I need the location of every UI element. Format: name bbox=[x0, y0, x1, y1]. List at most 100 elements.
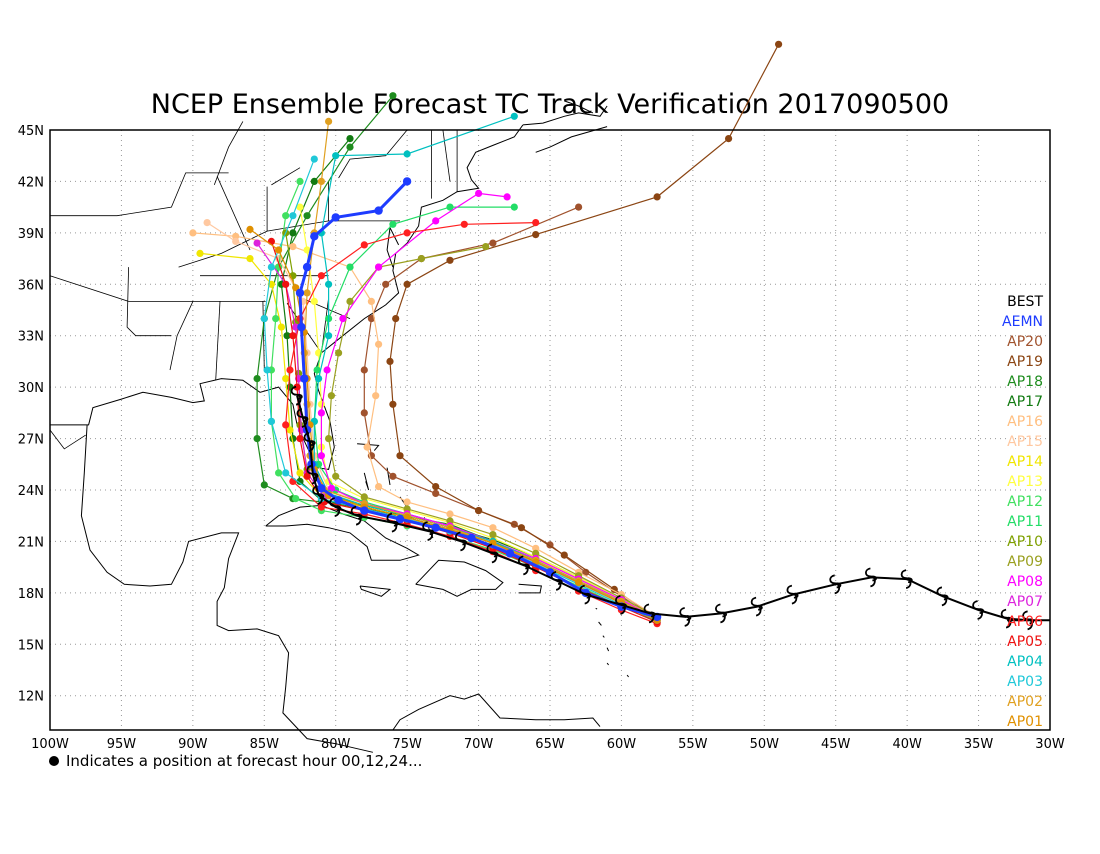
forecast-position-dot bbox=[446, 203, 454, 211]
lat-label: 27N bbox=[18, 433, 44, 448]
hurricane-symbol-icon bbox=[750, 596, 763, 617]
coast-segment bbox=[626, 674, 629, 678]
coast-segment bbox=[265, 504, 420, 561]
forecast-position-dot bbox=[317, 400, 325, 408]
forecast-position-dot bbox=[346, 143, 354, 151]
legend-entry: AP18 bbox=[1007, 374, 1043, 390]
forecast-position-dot bbox=[317, 177, 325, 185]
aemn-position-dot bbox=[297, 322, 306, 332]
member-track-line bbox=[327, 246, 658, 618]
lon-label: 45W bbox=[821, 737, 851, 752]
forecast-position-dot bbox=[263, 366, 271, 374]
hurricane-symbol-icon bbox=[455, 531, 468, 552]
coast-segment bbox=[564, 100, 594, 114]
legend-entry: AP15 bbox=[1007, 434, 1043, 450]
forecast-position-dot bbox=[367, 297, 375, 305]
forecast-position-dot bbox=[375, 483, 383, 491]
forecast-position-dot bbox=[335, 349, 343, 357]
forecast-position-dot bbox=[303, 246, 311, 254]
forecast-position-dot bbox=[389, 400, 397, 408]
coast-segment bbox=[535, 126, 608, 153]
legend-entry: AP02 bbox=[1007, 694, 1043, 710]
member-track-line bbox=[389, 44, 780, 620]
forecast-position-dot bbox=[325, 435, 333, 443]
forecast-position-dot bbox=[289, 477, 297, 485]
best-track-line bbox=[296, 395, 1029, 622]
forecast-position-dot bbox=[310, 177, 318, 185]
forecast-position-dot bbox=[332, 472, 340, 480]
forecast-position-dot bbox=[346, 263, 354, 271]
coast-segment bbox=[392, 693, 601, 731]
forecast-position-dot bbox=[293, 383, 301, 391]
lon-label: 90W bbox=[178, 737, 208, 752]
hurricane-symbol-icon bbox=[312, 485, 325, 505]
forecast-position-dot bbox=[575, 203, 583, 211]
forecast-position-dot bbox=[446, 510, 454, 518]
forecast-position-dot bbox=[503, 193, 511, 201]
forecast-position-dot bbox=[517, 524, 526, 532]
forecast-position-dot bbox=[489, 531, 497, 539]
coast-segment bbox=[415, 559, 504, 597]
hurricane-symbol-icon bbox=[972, 600, 985, 620]
hurricane-symbol-icon bbox=[1022, 610, 1035, 631]
map-frame bbox=[49, 40, 1051, 753]
forecast-position-dot bbox=[292, 284, 300, 292]
forecast-position-dot bbox=[310, 155, 318, 163]
legend-entry: AP03 bbox=[1007, 674, 1043, 690]
aemn-position-dot bbox=[302, 262, 312, 272]
lon-label: 35W bbox=[964, 737, 994, 752]
legend-entry: AP12 bbox=[1007, 494, 1043, 510]
forecast-position-dot bbox=[303, 212, 311, 220]
lat-label: 42N bbox=[18, 175, 44, 190]
hurricane-symbol-icon bbox=[829, 574, 842, 595]
forecast-position-dot bbox=[510, 112, 518, 120]
hurricane-symbol-icon bbox=[290, 385, 303, 406]
latitude-labels: 45N 42N 39N 36N 33N 30N 27N 24N 21N 18N 15N 12N bbox=[18, 124, 44, 705]
forecast-position-dot bbox=[489, 239, 497, 247]
forecast-position-dot bbox=[372, 392, 380, 400]
forecast-position-dot bbox=[432, 489, 440, 497]
member-track bbox=[317, 189, 661, 623]
legend-entry: AP20 bbox=[1007, 334, 1043, 350]
forecast-position-dot bbox=[189, 229, 197, 237]
forecast-position-dot bbox=[475, 507, 483, 515]
forecast-position-dot bbox=[360, 241, 368, 249]
aemn-position-dot bbox=[317, 484, 326, 493]
forecast-position-dot bbox=[332, 152, 340, 160]
forecast-position-dot bbox=[296, 177, 304, 185]
best-track bbox=[290, 385, 1050, 631]
forecast-position-dot bbox=[327, 392, 335, 400]
coast-segment bbox=[602, 635, 605, 638]
lat-label: 18N bbox=[18, 587, 44, 602]
forecast-position-dot bbox=[360, 366, 368, 374]
forecast-position-dot bbox=[296, 435, 304, 443]
forecast-position-dot bbox=[286, 366, 294, 374]
longitude-labels: 100W 95W 90W 85W 80W 75W 70W 65W 60W 55W 50W 45W 40W… bbox=[31, 737, 1065, 752]
forecast-position-dot bbox=[446, 517, 454, 525]
lon-label: 100W bbox=[31, 737, 69, 752]
coast-segment bbox=[606, 647, 610, 652]
forecast-position-dot bbox=[289, 229, 297, 237]
forecast-position-dot bbox=[367, 315, 375, 323]
forecast-position-dot bbox=[317, 272, 325, 280]
forecast-position-dot bbox=[389, 92, 397, 100]
legend-entry: AP13 bbox=[1007, 474, 1043, 490]
hurricane-symbol-icon bbox=[486, 543, 499, 564]
forecast-position-dot bbox=[403, 498, 411, 506]
footnote-text: Indicates a position at forecast hour 00… bbox=[66, 752, 422, 770]
aemn-position-dot bbox=[402, 177, 412, 186]
forecast-position-dot bbox=[303, 472, 311, 480]
legend-entry: AP16 bbox=[1007, 414, 1043, 430]
hurricane-symbol-icon bbox=[715, 603, 728, 624]
lon-label: 40W bbox=[892, 737, 922, 752]
legend-entry: AP09 bbox=[1007, 554, 1043, 570]
aemn-position-dot bbox=[431, 523, 440, 532]
lon-label: 65W bbox=[535, 737, 565, 752]
aemn-position-dot bbox=[360, 506, 369, 515]
forecast-position-dot bbox=[403, 280, 411, 288]
forecast-position-dot bbox=[339, 315, 347, 323]
hurricane-symbol-icon bbox=[615, 595, 628, 615]
forecast-position-dot bbox=[267, 237, 275, 245]
legend-entry: BEST bbox=[1007, 294, 1043, 310]
